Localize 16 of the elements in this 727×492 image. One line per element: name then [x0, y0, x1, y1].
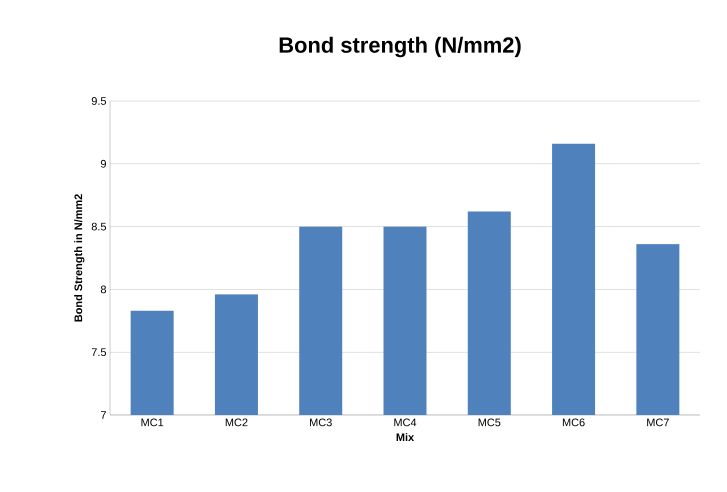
x-axis-title: Mix: [396, 433, 414, 442]
y-tick-label: 7.5: [92, 348, 106, 356]
y-tick-label: 7: [100, 411, 106, 419]
y-tick-label: 8.5: [92, 222, 106, 230]
y-tick-label: 8: [100, 286, 106, 294]
x-tick-label: MC5: [478, 418, 500, 426]
x-tick-label: MC2: [226, 418, 248, 426]
chart-title: Bond strength (N/mm2): [280, 36, 521, 58]
y-tick-label: 9: [100, 160, 106, 168]
x-tick-label: MC1: [141, 418, 164, 426]
x-tick-label: MC4: [394, 418, 416, 426]
y-axis-title: Bond Strength in N/mm2: [74, 194, 84, 322]
x-tick-label: MC7: [647, 418, 669, 426]
x-tick-label: MC6: [562, 418, 585, 426]
x-tick-label: MC3: [310, 418, 332, 426]
y-tick-label: 9.5: [92, 97, 106, 105]
